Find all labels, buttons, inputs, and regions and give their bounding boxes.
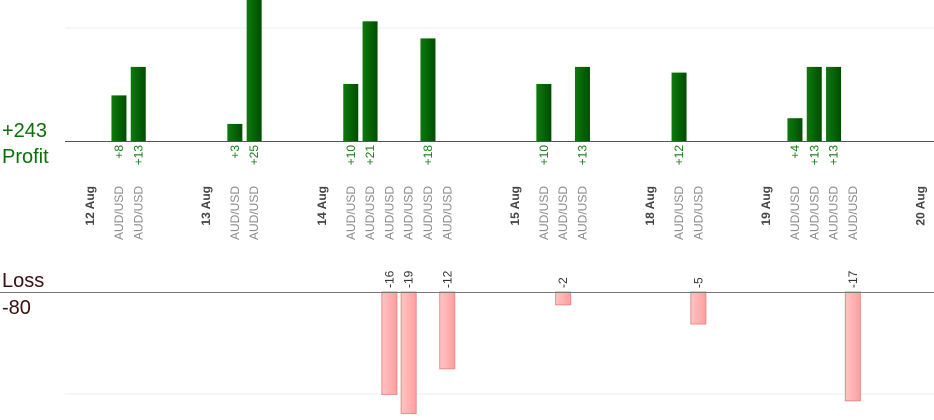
profit-value-label: +4 — [788, 145, 802, 159]
loss-bar — [400, 291, 417, 415]
profit-value-label: +25 — [247, 145, 261, 166]
pair-label: AUD/USD — [363, 186, 377, 240]
pair-label: AUD/USD — [228, 186, 242, 240]
date-label: 15 Aug — [508, 186, 522, 226]
pair-label: AUD/USD — [575, 186, 589, 240]
profit-value-label: +10 — [537, 145, 551, 166]
pair-label: AUD/USD — [672, 186, 686, 240]
pair-label: AUD/USD — [691, 186, 705, 240]
profit-total: +243 — [2, 120, 47, 142]
profit-value-label: +10 — [344, 145, 358, 166]
pair-label: AUD/USD — [827, 186, 841, 240]
profit-value-label: +13 — [131, 145, 145, 166]
profit-bar — [111, 95, 127, 141]
loss-bar — [381, 291, 398, 395]
date-label: 19 Aug — [759, 186, 773, 226]
loss-bars — [381, 291, 861, 415]
profit-bar — [246, 0, 262, 141]
loss-bar — [439, 291, 456, 370]
profit-bar — [362, 21, 378, 141]
pair-label: AUD/USD — [537, 186, 551, 240]
profit-bar — [787, 118, 803, 141]
pair-label: AUD/USD — [112, 186, 126, 240]
pair-label: AUD/USD — [807, 186, 821, 240]
pair-label: AUD/USD — [440, 186, 454, 240]
loss-total: -80 — [2, 297, 31, 319]
profit-value-label: +3 — [228, 145, 242, 159]
profit-bar — [826, 66, 842, 141]
bar-labels: 12 Aug +8 AUD/USD +13 AUD/USD 13 Aug +3 AUD/USD… — [83, 145, 928, 288]
profit-bar — [536, 84, 552, 141]
loss-value-label: -5 — [691, 277, 705, 288]
profit-bar — [130, 66, 146, 141]
pair-label: AUD/USD — [421, 186, 435, 240]
profit-value-label: +13 — [827, 145, 841, 166]
profit-bar — [343, 84, 359, 141]
loss-value-label: -2 — [556, 277, 570, 288]
pair-label: AUD/USD — [556, 186, 570, 240]
loss-label: Loss — [2, 270, 44, 292]
loss-value-label: -19 — [402, 270, 416, 288]
pair-label: AUD/USD — [247, 186, 261, 240]
profit-value-label: +12 — [672, 145, 686, 166]
profit-label: Profit — [2, 146, 49, 168]
loss-value-label: -16 — [382, 270, 396, 288]
date-label: 18 Aug — [643, 186, 657, 226]
pair-label: AUD/USD — [382, 186, 396, 240]
loss-value-label: -17 — [846, 270, 860, 288]
profit-bar — [574, 66, 590, 141]
loss-bar — [690, 291, 707, 325]
profit-value-label: +21 — [363, 145, 377, 166]
profit-bar — [806, 66, 822, 141]
profit-value-label: +13 — [807, 145, 821, 166]
pair-label: AUD/USD — [788, 186, 802, 240]
loss-bar — [844, 291, 861, 402]
date-label: 20 Aug — [914, 186, 928, 226]
pair-label: AUD/USD — [131, 186, 145, 240]
profit-value-label: +8 — [112, 145, 126, 159]
pair-label: AUD/USD — [846, 186, 860, 240]
profit-bar — [420, 38, 436, 141]
pair-label: AUD/USD — [402, 186, 416, 240]
profit-bars — [111, 0, 842, 141]
date-label: 12 Aug — [83, 186, 97, 226]
loss-bar — [555, 291, 572, 306]
date-label: 13 Aug — [199, 186, 213, 226]
pair-label: AUD/USD — [344, 186, 358, 240]
profit-bar — [227, 123, 243, 141]
profit-bar — [671, 72, 687, 141]
profit-value-label: +18 — [421, 145, 435, 166]
profit-value-label: +13 — [575, 145, 589, 166]
date-label: 14 Aug — [315, 186, 329, 226]
loss-value-label: -12 — [440, 270, 454, 288]
